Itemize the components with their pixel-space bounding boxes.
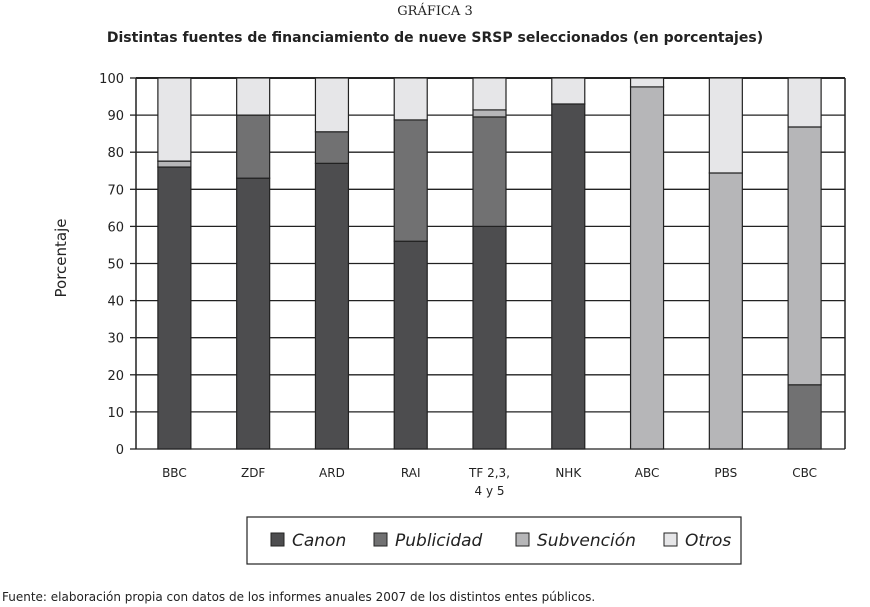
chart-supertitle: GRÁFICA 3 [397,4,473,19]
x-tick-label: ARD [319,466,345,480]
bar-segment-subvención [157,160,192,168]
x-tick-label: PBS [714,466,737,480]
bar-segment-subvención [629,86,665,450]
bar-segment-otros [551,77,586,105]
y-tick-label: 40 [107,295,124,310]
bar-segment-canon [551,103,586,450]
bar-segment-otros [236,77,271,116]
y-tick-label: 30 [107,332,124,347]
legend-swatch [373,532,388,547]
x-tick-label: RAI [401,466,421,480]
x-tick-label: ZDF [241,466,265,480]
bar-segment-subvención [472,109,507,118]
bar-segment-otros [472,77,507,111]
bar-segment-canon [157,166,192,450]
bar-segment-otros [314,77,350,133]
legend-label: Otros [685,531,731,551]
bar-segment-publicidad [236,114,271,179]
legend-swatch [270,532,285,547]
bar-segment-publicidad [393,119,428,242]
y-tick-label: 100 [99,72,124,87]
y-tick-label: 50 [107,258,124,273]
y-tick-label: 0 [116,443,124,458]
bar-segment-otros [157,77,192,162]
y-axis-label: Porcentaje [52,219,70,298]
source-note: Fuente: elaboración propia con datos de … [2,590,596,604]
bar-segment-canon [314,162,350,450]
bar-segment-publicidad [314,131,350,164]
bar-segment-otros [787,77,822,128]
bar-segment-otros [708,77,743,174]
chart-title: Distintas fuentes de financiamiento de n… [106,30,764,46]
y-tick-label: 90 [107,109,124,124]
x-tick-label: NHK [555,466,582,480]
x-tick-label: ABC [635,466,660,480]
x-tick-label: TF 2,3, [468,466,510,480]
y-tick-label: 10 [107,406,124,421]
x-tick-label: 4 y 5 [475,484,505,498]
y-tick-label: 60 [107,220,124,235]
legend-label: Publicidad [395,531,483,551]
legend-swatch [663,532,678,547]
legend-swatch [515,532,530,547]
x-tick-label: BBC [162,466,187,480]
bar-segment-canon [393,240,428,450]
bar-segment-canon [472,225,507,450]
legend-label: Canon [292,531,346,551]
legend-label: Subvención [537,531,636,551]
legend-box [246,516,742,565]
y-tick-label: 80 [107,146,124,161]
y-tick-label: 20 [107,369,124,384]
y-tick-label: 70 [107,183,124,198]
x-tick-label: CBC [792,466,817,480]
bar-segment-otros [629,77,665,88]
bar-segment-subvención [787,126,822,386]
bar-segment-publicidad [472,116,507,228]
bar-segment-subvención [708,172,743,450]
bar-segment-canon [236,177,271,450]
bar-segment-otros [393,77,428,121]
bar-segment-publicidad [787,384,822,450]
